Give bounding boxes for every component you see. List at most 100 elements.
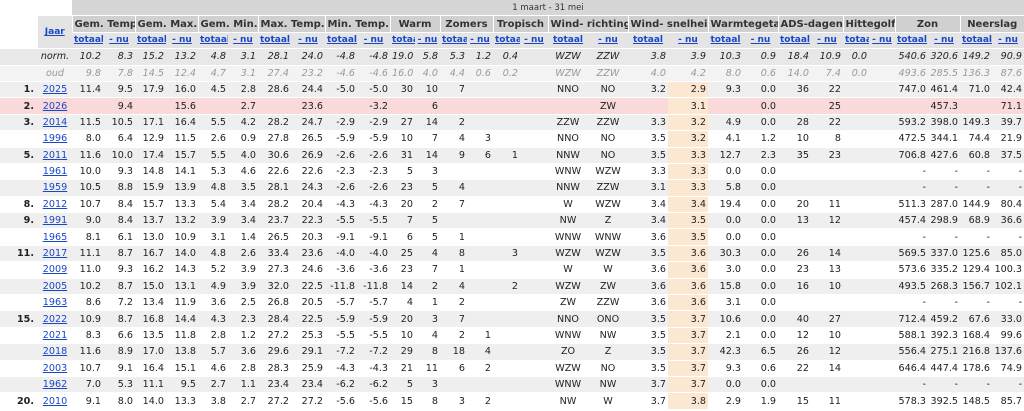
sort-link[interactable]: totaal	[327, 35, 357, 46]
sort-link[interactable]: totaal	[260, 35, 291, 46]
year-link[interactable]: 1963	[42, 297, 68, 309]
cell: 493.5	[895, 278, 928, 296]
sort-link[interactable]: totaal	[632, 35, 664, 46]
year-link[interactable]: 2026	[42, 100, 68, 112]
sort-link[interactable]: - nu	[172, 35, 192, 46]
cell	[869, 294, 895, 312]
header-row: totaal - nu totaal - nu totaal - nu totaal - nu…	[0, 32, 1024, 50]
cell	[869, 278, 895, 296]
year-link[interactable]: 2009	[42, 264, 68, 276]
year-link[interactable]: 2017	[42, 248, 68, 260]
year-link[interactable]: 2021	[42, 330, 68, 341]
year-link[interactable]: 1991	[42, 215, 68, 227]
cell	[520, 310, 548, 328]
sort-link[interactable]: totaal	[200, 35, 228, 46]
cell	[520, 360, 548, 377]
cell: 2.5	[228, 294, 258, 312]
cell: 8.4	[103, 212, 135, 230]
sort-link[interactable]: - nu	[233, 35, 253, 46]
sort-link[interactable]: totaal	[897, 35, 928, 46]
sort-link[interactable]: - nu	[598, 35, 618, 46]
year-link[interactable]: 2025	[42, 84, 68, 96]
year-link[interactable]: 1965	[42, 231, 68, 243]
cell: -2.3	[357, 163, 390, 181]
cell	[467, 163, 493, 181]
sort-link[interactable]: totaal	[710, 35, 741, 46]
cell: 2.8	[228, 360, 258, 377]
cell: 29.1	[291, 343, 325, 361]
year-link[interactable]: 2005	[42, 280, 68, 292]
year-link[interactable]: 2010	[42, 395, 68, 407]
sort-link[interactable]: - nu	[678, 35, 698, 46]
sort-link[interactable]: totaal	[780, 35, 811, 46]
sub-header: - nu	[588, 32, 628, 50]
cell: 287.0	[928, 196, 960, 214]
cell: 10.9	[811, 48, 843, 66]
cell: 3.5	[628, 327, 668, 345]
year-link[interactable]: 2011	[42, 149, 68, 161]
cell: NO	[588, 130, 628, 148]
cell: 7.2	[103, 294, 135, 312]
sort-link[interactable]: - nu	[470, 35, 490, 46]
year-link[interactable]: 1996	[42, 133, 68, 145]
cell: 16.0	[390, 65, 415, 82]
sort-link[interactable]: - nu	[298, 35, 318, 46]
cell: 3.7	[668, 360, 708, 377]
sort-link[interactable]: totaal	[442, 35, 467, 46]
sort-link[interactable]: totaal	[845, 35, 869, 46]
cell: 9.3	[103, 163, 135, 181]
cell: 3	[493, 245, 520, 263]
year-link[interactable]: 2012	[42, 198, 68, 210]
cell: 0.0	[708, 212, 743, 230]
sort-link[interactable]: - nu	[817, 35, 837, 46]
cell: 5	[415, 212, 440, 230]
cell: 22.6	[291, 163, 325, 181]
cell: 3.1	[668, 97, 708, 115]
table-row: 1996 8.0 6.4 12.9 11.5 2.6 0.9 27.8 26.5 -5.9 -5.9…	[0, 130, 1024, 148]
cell: 10	[778, 130, 811, 148]
sort-link[interactable]: - nu	[750, 35, 771, 46]
sort-link[interactable]: totaal	[552, 35, 584, 46]
sort-link[interactable]: - nu	[109, 35, 129, 46]
year: 2018	[38, 343, 72, 361]
cell	[628, 97, 668, 115]
cell: 10.5	[72, 179, 103, 197]
sort-link[interactable]: - nu	[872, 35, 892, 46]
cell: 3.7	[628, 392, 668, 410]
sort-link[interactable]: totaal	[962, 35, 992, 46]
cell: 7	[415, 130, 440, 148]
sort-link[interactable]: - nu	[417, 35, 438, 46]
cell: 85.7	[992, 392, 1024, 410]
cell: 8	[415, 343, 440, 361]
cell: 28.1	[258, 179, 291, 197]
sort-link[interactable]: - nu	[934, 35, 954, 46]
cell: 0.6	[743, 360, 778, 377]
cell: 5.3	[103, 376, 135, 394]
sort-link[interactable]: - nu	[363, 35, 384, 46]
cell: 27.2	[291, 392, 325, 410]
sort-link[interactable]: - nu	[998, 35, 1018, 46]
sort-link[interactable]: totaal	[495, 35, 520, 46]
cell: 23.7	[258, 212, 291, 230]
cell: 149.2	[960, 48, 992, 66]
year-link[interactable]: 1961	[42, 166, 68, 178]
year-link[interactable]: 2003	[42, 362, 68, 374]
year-link[interactable]: 1959	[42, 182, 68, 194]
year-link[interactable]: 1962	[42, 379, 68, 391]
year-link[interactable]: 2018	[42, 346, 68, 358]
cell: 74.9	[992, 360, 1024, 377]
sort-link[interactable]: totaal	[137, 35, 166, 46]
year-sort-link[interactable]: Jaar	[44, 27, 65, 38]
year-link[interactable]: 2022	[42, 313, 68, 325]
sort-link[interactable]: - nu	[524, 35, 544, 46]
sort-link[interactable]: totaal	[74, 35, 103, 46]
year-link[interactable]: 2014	[42, 116, 68, 128]
sort-link[interactable]: totaal	[392, 35, 415, 46]
cell: 8.7	[103, 310, 135, 328]
cell: 27	[811, 310, 843, 328]
cell: 3.2	[628, 81, 668, 99]
rank	[0, 48, 38, 66]
cell: 25	[390, 245, 415, 263]
cell	[778, 376, 811, 394]
cell: 1.9	[743, 392, 778, 410]
